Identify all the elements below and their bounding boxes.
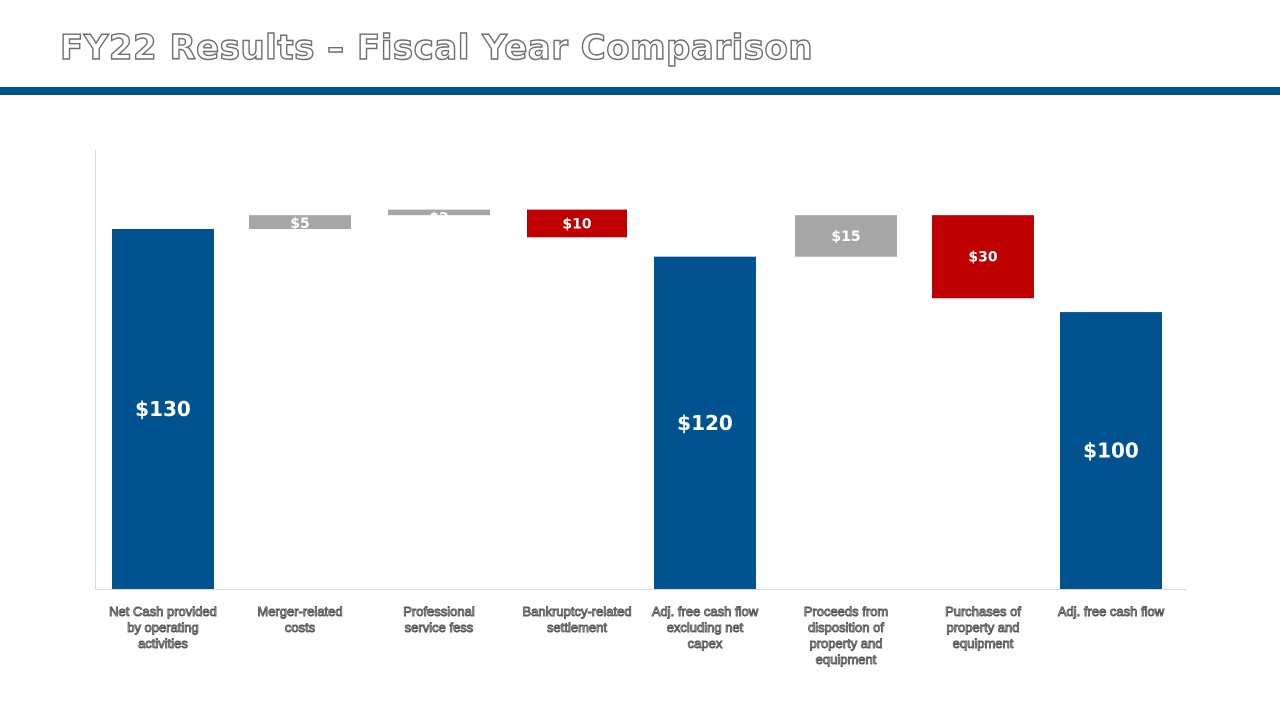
bar-2 bbox=[249, 215, 351, 229]
title-divider bbox=[0, 87, 1280, 95]
labels-group: $130 $5 $2 $10 $120 $15 $30 $100 bbox=[135, 211, 1139, 463]
data-label-1: $130 bbox=[135, 397, 191, 421]
data-label-4: $10 bbox=[562, 216, 591, 232]
data-label-8: $100 bbox=[1083, 439, 1139, 463]
bar-3 bbox=[388, 209, 490, 216]
bar-4 bbox=[527, 209, 627, 238]
bar-7 bbox=[932, 215, 1034, 299]
category-label-8: Adj. free cash flow bbox=[1057, 604, 1165, 620]
data-label-7: $30 bbox=[968, 250, 997, 266]
bar-5 bbox=[654, 256, 756, 589]
data-label-3: $2 bbox=[429, 211, 448, 227]
category-labels: Net Cash provided by operating activitie… bbox=[0, 604, 1280, 704]
category-label-7: Purchases of property and equipment bbox=[945, 604, 1022, 652]
bar-6 bbox=[795, 215, 897, 257]
data-label-2: $5 bbox=[290, 216, 309, 232]
category-label-2: Merger-related costs bbox=[257, 604, 343, 636]
category-label-5: Adj. free cash flow excluding net capex bbox=[651, 604, 759, 652]
category-label-1: Net Cash provided by operating activitie… bbox=[109, 604, 218, 652]
category-label-4: Bankruptcy-related settlement bbox=[522, 604, 632, 636]
bars-group bbox=[112, 209, 1162, 589]
slide-title: FY22 Results – Fiscal Year Comparison bbox=[59, 27, 814, 68]
data-label-6: $15 bbox=[831, 229, 860, 245]
category-label-3: Professional service fess bbox=[403, 604, 475, 636]
bar-1 bbox=[112, 229, 214, 589]
category-label-6: Proceeds from disposition of property an… bbox=[803, 604, 889, 668]
data-label-5: $120 bbox=[677, 411, 733, 435]
bar-8 bbox=[1060, 312, 1162, 589]
